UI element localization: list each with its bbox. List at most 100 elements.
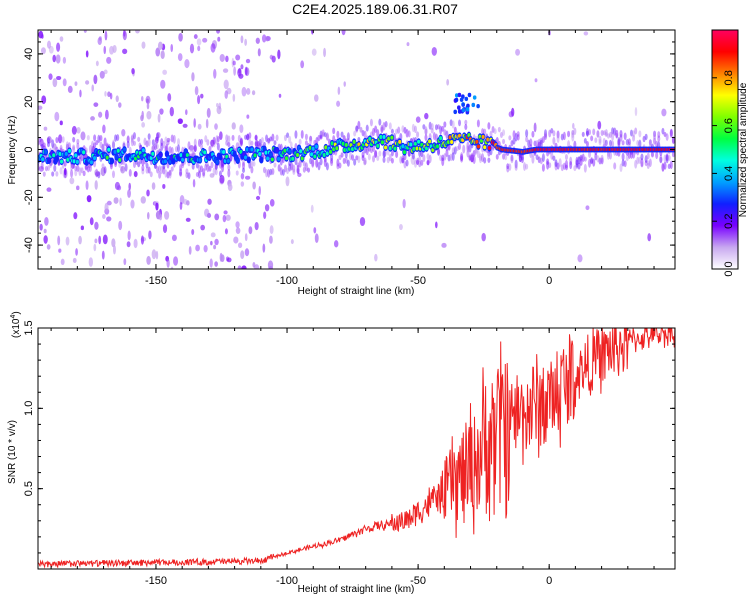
halo-cell xyxy=(671,136,675,144)
halo-cell xyxy=(653,134,657,140)
halo-cell xyxy=(128,169,132,177)
ridge-core-cell xyxy=(283,148,287,153)
halo-cell xyxy=(596,130,600,138)
halo-cell xyxy=(111,141,115,149)
x-tick-label: -50 xyxy=(410,575,426,587)
halo-cell xyxy=(575,156,579,166)
halo-cell xyxy=(663,161,667,170)
noise-cell xyxy=(210,139,215,147)
noise-cell xyxy=(246,114,250,119)
halo-cell xyxy=(416,131,420,138)
ridge-core-cell xyxy=(310,152,314,157)
halo-cell xyxy=(439,125,443,135)
halo-cell xyxy=(95,140,99,146)
noise-cell xyxy=(72,257,77,264)
ridge-core-cell xyxy=(151,151,155,156)
noise-cell xyxy=(156,131,161,139)
noise-cell xyxy=(95,171,101,177)
halo-cell xyxy=(319,134,323,140)
halo-cell xyxy=(218,170,222,177)
halo-cell xyxy=(210,161,214,169)
halo-cell xyxy=(510,156,514,164)
halo-cell xyxy=(564,153,568,161)
halo-cell xyxy=(296,162,300,169)
ridge-core-cell xyxy=(325,151,330,156)
halo-cell xyxy=(550,151,554,160)
halo-cell xyxy=(665,153,669,162)
halo-cell xyxy=(283,164,287,173)
halo-cell xyxy=(317,134,321,142)
halo-cell xyxy=(623,132,627,141)
ridge-core-cell xyxy=(322,152,326,157)
halo-cell xyxy=(632,134,636,142)
noise-cell xyxy=(634,107,638,117)
halo-cell xyxy=(621,159,625,167)
halo-cell xyxy=(111,139,115,149)
halo-cell xyxy=(162,140,166,149)
noise-cell xyxy=(99,70,105,79)
ridge-core-cell xyxy=(402,150,407,155)
halo-cell xyxy=(506,163,510,170)
ridge-core-cell xyxy=(74,153,78,158)
halo-cell xyxy=(596,155,600,163)
halo-cell xyxy=(619,133,623,142)
noise-cell xyxy=(43,126,48,131)
halo-cell xyxy=(657,135,661,143)
noise-cell xyxy=(118,102,122,108)
noise-cell xyxy=(90,116,95,121)
halo-cell xyxy=(487,157,491,163)
noise-cell xyxy=(79,89,82,98)
noise-cell xyxy=(158,213,163,221)
halo-cell xyxy=(105,142,109,148)
noise-cell xyxy=(233,236,239,244)
noise-cell xyxy=(382,149,387,158)
noise-cell xyxy=(577,254,583,263)
noise-cell xyxy=(80,225,85,231)
ridge-core-cell xyxy=(89,160,94,165)
halo-cell xyxy=(156,132,160,142)
noise-cell xyxy=(238,73,244,79)
halo-cell xyxy=(407,130,411,138)
halo-cell xyxy=(292,164,296,173)
halo-cell xyxy=(101,163,105,169)
halo-cell xyxy=(533,140,537,147)
noise-cell xyxy=(431,46,437,56)
halo-cell xyxy=(225,134,229,142)
halo-cell xyxy=(395,128,399,135)
halo-cell xyxy=(405,128,409,138)
ridge-core-cell xyxy=(250,147,254,152)
halo-cell xyxy=(250,140,254,146)
halo-cell xyxy=(413,125,417,134)
noise-cell xyxy=(46,40,52,49)
ridge-core-cell xyxy=(72,159,76,164)
noise-cell xyxy=(314,233,319,244)
noise-cell xyxy=(310,204,314,213)
halo-cell xyxy=(254,135,258,141)
blob-cell xyxy=(459,97,464,102)
noise-cell xyxy=(133,171,138,178)
noise-cell xyxy=(155,250,159,260)
noise-cell xyxy=(146,189,150,197)
noise-cell xyxy=(46,187,52,192)
halo-cell xyxy=(625,154,629,162)
halo-cell xyxy=(476,150,480,159)
noise-cell xyxy=(140,235,145,245)
ridge-core-cell xyxy=(159,152,163,157)
halo-cell xyxy=(151,139,155,146)
halo-cell xyxy=(502,138,506,145)
ridge-core-cell xyxy=(118,157,122,162)
noise-cell xyxy=(337,86,341,95)
ridge-core-cell xyxy=(401,144,405,149)
noise-cell xyxy=(88,257,94,267)
halo-cell xyxy=(191,150,195,157)
noise-cell xyxy=(232,60,236,66)
noise-cell xyxy=(219,131,223,140)
halo-cell xyxy=(426,153,430,160)
halo-cell xyxy=(40,161,44,170)
halo-cell xyxy=(615,129,619,139)
halo-cell xyxy=(145,162,149,169)
ridge-core-cell xyxy=(116,148,120,153)
halo-cell xyxy=(468,144,472,153)
halo-cell xyxy=(355,155,359,161)
noise-cell xyxy=(189,43,195,54)
